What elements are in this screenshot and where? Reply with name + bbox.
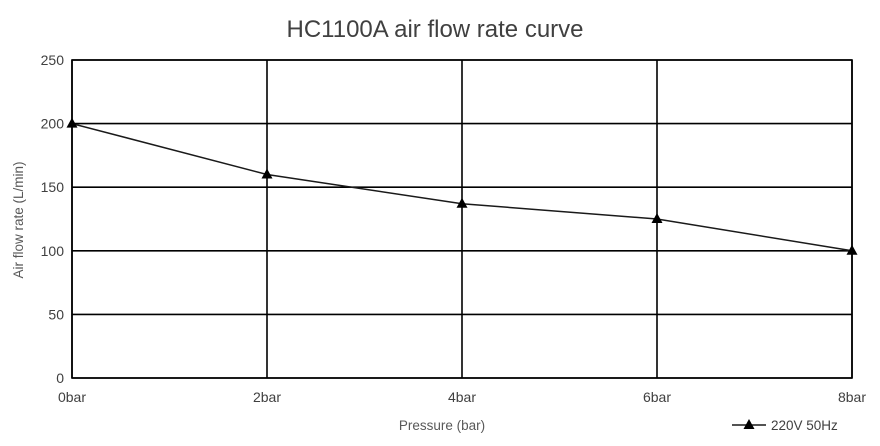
legend-marker-icon [743,419,755,429]
x-axis-label: Pressure (bar) [399,418,485,433]
series-layer [66,117,858,255]
x-tick-label: 8bar [838,389,866,405]
x-tick-label: 6bar [643,389,671,405]
y-tick-label: 150 [41,179,65,195]
chart-title: HC1100A air flow rate curve [286,16,583,43]
x-tick-label: 4bar [448,389,476,405]
legend: 220V 50Hz [732,418,838,433]
y-tick-label: 0 [56,370,64,386]
x-tick-label: 2bar [253,389,281,405]
x-tick-label: 0bar [58,389,86,405]
y-axis-ticks: 0 50 100 150 200 250 [41,52,65,386]
data-point-marker [66,117,78,128]
grid-lines [71,59,853,379]
y-tick-label: 50 [48,306,64,322]
y-tick-label: 250 [41,52,65,68]
y-tick-label: 200 [41,116,65,132]
data-point-marker [456,197,468,208]
x-axis-ticks: 0bar 2bar 4bar 6bar 8bar [58,389,866,405]
legend-label: 220V 50Hz [771,418,838,433]
data-point-marker [261,168,273,179]
data-point-marker [846,244,858,255]
data-point-marker [651,213,663,223]
plot-area [71,59,853,379]
y-tick-label: 100 [41,243,65,259]
y-axis-label: Air flow rate (L/min) [11,161,26,278]
